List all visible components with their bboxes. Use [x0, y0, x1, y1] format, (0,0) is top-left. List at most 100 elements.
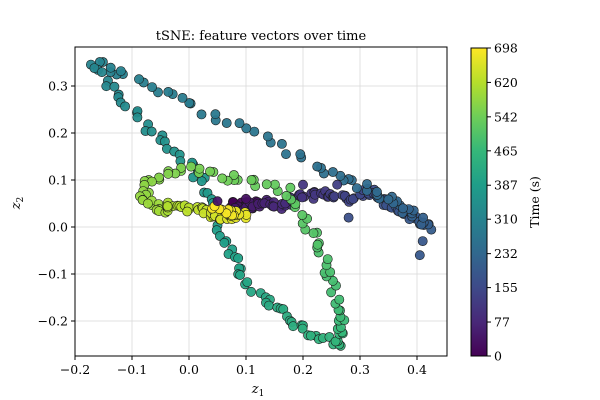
scatter-point: [414, 250, 425, 261]
x-tick-label: −0.1: [117, 362, 147, 377]
scatter-point: [186, 161, 196, 172]
scatter-point: [147, 82, 157, 92]
scatter-point: [295, 149, 306, 160]
scatter-point: [196, 109, 207, 120]
y-axis-ticks: −0.2 −0.1 0.0 0.1 0.2 0.3: [38, 79, 75, 329]
y-tick-label: 0.0: [48, 220, 68, 235]
colorbar-tick-label: 542: [494, 109, 518, 124]
scatter-point: [182, 206, 193, 217]
scatter-point: [281, 190, 292, 201]
scatter-point: [116, 66, 126, 76]
scatter-point: [285, 182, 296, 193]
scatter-point: [142, 198, 153, 209]
scatter-points: [86, 57, 437, 351]
y-axis-label: z2: [9, 197, 26, 211]
scatter-point: [132, 112, 143, 123]
y-tick-label: 0.2: [48, 126, 68, 141]
colorbar-tick-label: 387: [494, 178, 518, 193]
scatter-point: [269, 179, 280, 190]
scatter-point: [348, 194, 358, 204]
x-axis-label-sub: 1: [259, 389, 265, 399]
scatter-point: [214, 231, 225, 241]
scatter-point: [184, 98, 195, 108]
scatter-point: [246, 286, 256, 297]
scatter-point: [196, 176, 207, 187]
x-tick-label: 0.0: [179, 362, 199, 377]
scatter-point: [297, 210, 308, 220]
y-tick-label: −0.1: [38, 267, 68, 282]
scatter-point: [163, 168, 174, 179]
colorbar-tick-label: 310: [494, 212, 518, 227]
colorbar: [470, 47, 488, 357]
axes-frame: [74, 46, 448, 357]
scatter-point: [308, 228, 319, 239]
chart-title: tSNE: feature vectors over time: [156, 29, 367, 44]
scatter-point: [351, 183, 362, 193]
colorbar-tick-label: 232: [494, 246, 518, 261]
scatter-point: [162, 201, 173, 212]
scatter-point: [97, 67, 107, 77]
scatter-point: [398, 203, 408, 214]
scatter-point: [217, 173, 228, 184]
x-tick-label: −0.2: [60, 362, 90, 377]
scatter-point: [322, 254, 333, 264]
scatter-point: [383, 194, 394, 205]
scatter-point: [281, 149, 291, 159]
scatter-point: [418, 212, 428, 223]
scatter-point: [327, 167, 338, 177]
scatter-point: [242, 277, 253, 287]
y-tick-label: −0.2: [38, 314, 68, 329]
scatter-point: [101, 81, 112, 92]
scatter-point: [241, 193, 251, 204]
x-tick-label: 0.3: [350, 362, 370, 377]
scatter-point: [234, 118, 245, 128]
scatter-point: [305, 330, 316, 341]
scatter-point: [221, 118, 232, 128]
scatter-point: [235, 270, 245, 280]
scatter-point: [194, 163, 205, 174]
y-tick-label: 0.1: [48, 173, 68, 188]
y-axis-label-sub: 2: [16, 197, 26, 203]
scatter-point: [205, 166, 215, 177]
y-axis-label-main: z: [9, 202, 24, 210]
x-tick-label: 0.1: [236, 362, 256, 377]
scatter-point: [362, 179, 372, 189]
colorbar-tick-label: 0: [494, 349, 502, 364]
x-axis-ticks: −0.2 −0.1 0.0 0.1 0.2 0.3 0.4: [60, 356, 427, 377]
scatter-point: [210, 109, 221, 120]
scatter-point: [312, 161, 323, 172]
scatter-point: [246, 175, 257, 185]
scatter-point: [228, 170, 239, 180]
scatter-point: [163, 87, 174, 97]
scatter-point: [233, 253, 244, 264]
scatter-point: [146, 126, 157, 137]
scatter-point: [262, 131, 273, 142]
scatter-point: [298, 179, 308, 190]
scatter-point: [241, 123, 252, 134]
scatter-point: [343, 212, 354, 223]
colorbar-tick-label: 465: [494, 143, 518, 158]
colorbar-tick-label: 77: [494, 315, 510, 330]
colorbar-label: Time (s): [527, 176, 542, 228]
scatter-point: [417, 236, 428, 246]
scatter-point: [219, 237, 230, 248]
scatter-point: [334, 294, 345, 305]
scatter-point: [89, 63, 100, 73]
scatter-point: [212, 196, 223, 207]
scatter-point: [312, 239, 323, 250]
colorbar-ticks: 0 77 155 232 310 387 465 542 620 698: [487, 41, 518, 364]
colorbar-tick-label: 698: [494, 41, 518, 56]
scatter-point: [288, 321, 298, 332]
scatter-point: [105, 62, 116, 73]
scatter-point: [329, 191, 340, 202]
scatter-point: [326, 287, 336, 298]
colorbar-tick-label: 620: [494, 75, 518, 90]
scatter-point: [332, 179, 343, 190]
scatter-point: [109, 81, 120, 92]
x-axis-label-main: z: [251, 382, 259, 397]
scatter-point: [177, 93, 188, 103]
scatter-point: [261, 179, 272, 190]
scatter-point: [276, 138, 287, 149]
scatter-point: [297, 192, 307, 203]
